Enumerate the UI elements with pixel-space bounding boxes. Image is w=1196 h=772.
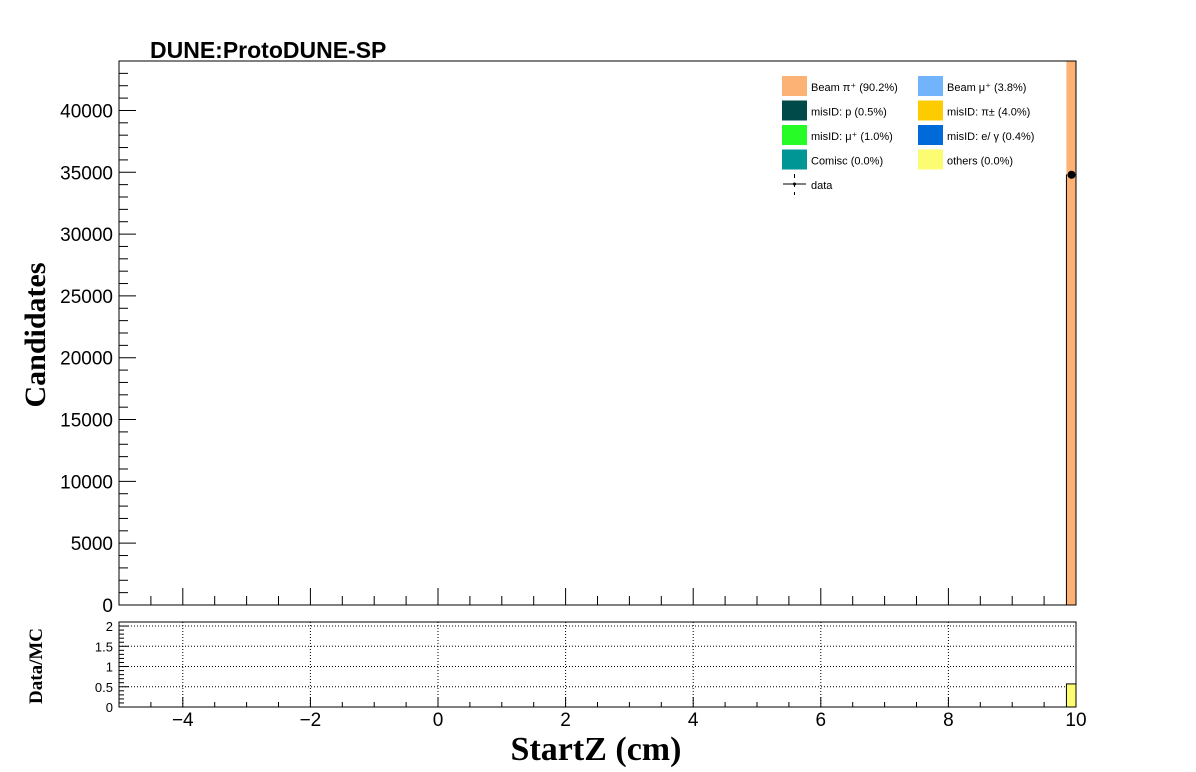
ratio-axis-title: Data/MC: [26, 628, 47, 704]
legend-label-4: misID: μ⁺ (1.0%): [811, 131, 893, 143]
x-tick-label-1: −2: [300, 710, 322, 731]
legend-label-2: misID: p (0.5%): [811, 107, 887, 119]
y-tick-label-0: 0: [102, 596, 113, 617]
y-axis-title: Candidates: [19, 262, 52, 407]
ratio-panel: 0 0.5 1 1.5 2 −4 −2 0 2 4 6 8 10: [95, 619, 1087, 731]
legend-swatch-6: [782, 149, 807, 170]
main-panel: 0 5000 10000 15000 20000 25000 30000 35000 40000: [60, 60, 1077, 617]
legend-label-6: Comisc (0.0%): [811, 156, 883, 168]
histogram-bar-stack-0: [1066, 61, 1076, 175]
legend-label-1: Beam μ⁺ (3.8%): [947, 82, 1026, 94]
histogram-bar-0: [1065, 174, 1077, 606]
legend-label-5: misID: e/ γ (0.4%): [947, 131, 1034, 143]
x-tick-label-5: 6: [816, 710, 827, 731]
legend-label-7: others (0.0%): [947, 156, 1013, 168]
y-tick-label-2: 10000: [60, 472, 113, 493]
legend-label-8: data: [811, 180, 833, 192]
ratio-bar-0: [1065, 683, 1077, 708]
x-tick-label-2: 0: [433, 710, 444, 731]
legend-swatch-4: [782, 125, 807, 145]
y-tick-label-8: 40000: [60, 101, 113, 122]
y-tick-label-1: 5000: [71, 534, 113, 555]
ratio-y-tick-label-4: 2: [106, 619, 113, 634]
legend-label-0: Beam π⁺ (90.2%): [811, 82, 898, 94]
x-tick-label-6: 8: [943, 710, 954, 731]
legend-swatch-7: [918, 149, 943, 170]
legend-swatch-5: [918, 125, 943, 145]
legend: Beam π⁺ (90.2%) Beam μ⁺ (3.8%) misID: p (0…: [782, 76, 1034, 195]
legend-label-3: misID: π± (4.0%): [947, 107, 1030, 119]
x-axis-title: StartZ (cm): [511, 731, 682, 768]
ratio-y-tick-label-2: 1: [106, 660, 113, 675]
y-tick-label-4: 20000: [60, 349, 113, 370]
ratio-y-tick-label-0: 0: [106, 700, 113, 715]
ratio-y-tick-label-1: 0.5: [95, 680, 113, 695]
y-tick-label-5: 25000: [60, 287, 113, 308]
chart-title: DUNE:ProtoDUNE-SP: [150, 37, 386, 63]
legend-swatch-3: [918, 100, 943, 121]
x-tick-label-4: 4: [688, 710, 699, 731]
ratio-y-tick-label-3: 1.5: [95, 639, 113, 654]
legend-swatch-0: [782, 76, 807, 96]
y-tick-label-7: 35000: [60, 163, 113, 184]
y-tick-label-3: 15000: [60, 411, 113, 432]
y-tick-label-6: 30000: [60, 225, 113, 246]
x-tick-label-7: 10: [1065, 710, 1086, 731]
legend-swatch-2: [782, 100, 807, 121]
legend-swatch-1: [918, 76, 943, 96]
legend-swatch-data-marker: [793, 182, 796, 186]
ratio-frame: [118, 621, 1077, 708]
x-tick-label-0: −4: [172, 710, 194, 731]
data-point-0: [1067, 170, 1076, 179]
x-tick-label-3: 2: [560, 710, 571, 731]
